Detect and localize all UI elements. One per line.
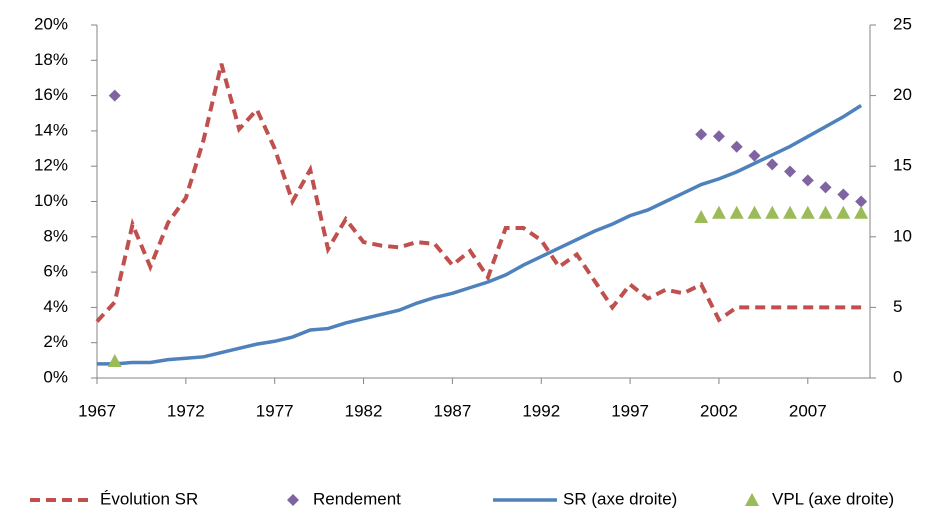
legend-swatch	[287, 494, 299, 506]
x-tick-label: 1992	[522, 401, 560, 420]
x-tick-label: 1972	[167, 401, 205, 420]
x-tick-label: 1982	[345, 401, 383, 420]
series-marker	[801, 174, 814, 187]
legend-label: Évolution SR	[100, 489, 198, 508]
series-marker	[730, 140, 743, 153]
y-tick-label: 18%	[34, 50, 68, 69]
y2-tick-label: 5	[893, 297, 902, 316]
y-tick-label: 14%	[34, 120, 68, 139]
y-tick-label: 12%	[34, 156, 68, 175]
y2-tick-label: 20	[893, 85, 912, 104]
y2-tick-label: 15	[893, 156, 912, 175]
x-tick-label: 1997	[611, 401, 649, 420]
x-tick-label: 2002	[700, 401, 738, 420]
legend-label: Rendement	[313, 489, 401, 508]
series-marker	[784, 165, 797, 178]
y-tick-label: 20%	[34, 14, 68, 33]
legend-label: SR (axe droite)	[563, 489, 677, 508]
series-marker	[712, 130, 725, 143]
y2-tick-label: 25	[893, 14, 912, 33]
series-marker	[854, 205, 869, 219]
x-tick-label: 1967	[78, 401, 116, 420]
x-tick-label: 1977	[256, 401, 294, 420]
series-marker	[800, 205, 815, 219]
series-marker	[765, 205, 780, 219]
y-tick-label: 2%	[43, 332, 68, 351]
series-line	[97, 104, 863, 366]
series-marker	[855, 195, 868, 208]
series-marker	[818, 205, 833, 219]
y-tick-label: 16%	[34, 85, 68, 104]
series-marker	[748, 149, 761, 162]
series-marker	[819, 181, 832, 194]
y-tick-label: 0%	[43, 367, 68, 386]
series-marker	[783, 205, 798, 219]
series-marker	[695, 128, 708, 141]
legend-label: VPL (axe droite)	[772, 489, 894, 508]
y-tick-label: 4%	[43, 297, 68, 316]
series-marker	[108, 89, 121, 102]
series-marker	[694, 210, 709, 224]
series-marker	[711, 205, 726, 219]
y2-tick-label: 10	[893, 226, 912, 245]
x-tick-label: 2007	[789, 401, 827, 420]
y2-tick-label: 0	[893, 367, 902, 386]
series-marker	[729, 205, 744, 219]
y-tick-label: 6%	[43, 262, 68, 281]
series-line	[95, 63, 862, 323]
y-tick-label: 10%	[34, 191, 68, 210]
x-tick-label: 1987	[433, 401, 471, 420]
series-marker	[836, 205, 851, 219]
legend-swatch	[745, 493, 759, 506]
series-marker	[766, 158, 779, 171]
series-marker	[107, 354, 122, 368]
series-marker	[837, 188, 850, 201]
y-tick-label: 8%	[43, 226, 68, 245]
series-marker	[747, 205, 762, 219]
